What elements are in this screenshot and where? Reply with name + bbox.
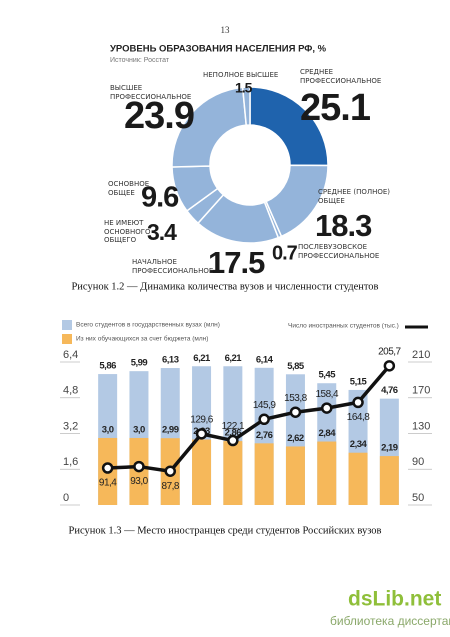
bar-value-label: 2,99 [162,425,179,436]
line-point [195,428,208,440]
slice-label: СРЕДНЕЕ ПРОФЕССИОНАЛЬНОЕ [300,68,382,85]
bar-value-label: 2,62 [287,433,304,444]
line-value-label: 164,8 [347,412,370,423]
legend-label: Число иностранных студентов (тыс.) [288,323,399,330]
slice-label: НЕПОЛНОЕ ВЫСШЕЕ [203,71,279,79]
y-tick-label: 1,6 [63,456,78,468]
line-point [133,460,145,473]
chart-subtitle: Источник: Росстат [110,57,170,64]
bar [223,441,243,505]
watermark-text: библиотека диссертаций [330,614,450,628]
slice-label: НАЧАЛЬНОЕ ПРОФЕССИОНАЛЬНОЕ [132,258,214,275]
line-point [321,402,333,414]
line-series [107,364,391,474]
bar-value-label: 5,85 [287,361,305,372]
line-value-label: 122,1 [222,421,245,432]
bar-value-label: 5,15 [350,376,368,387]
y-tick-label: 4,8 [63,385,78,397]
bar [285,446,305,505]
bar-value-label: 2,84 [319,428,337,439]
slice-value: 9.6 [141,182,179,214]
slice-label: ВЫСШЕЕ ПРОФЕССИОНАЛЬНОЕ [110,84,192,101]
line-point [352,396,364,409]
legend-swatch [62,320,72,330]
line-value-label: 153,8 [284,393,307,404]
watermark-logo: dsLib.net [348,588,441,611]
bar [254,443,274,505]
bar-value-label: 3,0 [133,424,145,435]
bar-value-label: 6,13 [162,355,179,366]
bar [348,452,368,505]
line-point [101,462,114,474]
slice-value: 23.9 [124,95,194,137]
figure-caption: Рисунок 1.2 — Динамика количества вузов … [71,281,378,292]
pie-slice [241,86,251,126]
y2-tick-label: 210 [412,349,430,361]
slice-value: 0.7 [272,242,298,264]
slice-value: 17.5 [208,245,265,280]
y2-tick-label: 130 [412,420,430,432]
line-point [164,465,176,477]
line-value-label: 205,7 [378,346,401,357]
bar [317,441,337,505]
bar-value-label: 3,0 [102,424,114,435]
bar-value-label: 2,76 [256,430,273,441]
y2-tick-label: 170 [412,385,430,397]
slice-label: СРЕДНЕЕ (ПОЛНОЕ) ОБЩЕЕ [318,188,391,205]
line-value-label: 87,8 [162,481,180,492]
slice-label: ОСНОВНОЕ ОБЩЕЕ [108,180,150,197]
y2-tick-label: 90 [412,456,424,468]
line-value-label: 93,0 [130,476,148,487]
slice-value: 3.4 [147,219,177,245]
bar-value-label: 2,34 [350,439,368,450]
y-tick-label: 3,2 [63,420,78,432]
bar [192,439,212,505]
line-value-label: 158,4 [315,389,338,400]
page-number: 13 [221,25,231,35]
line-value-label: 145,9 [253,400,276,411]
slice-label: ПОСЛЕВУЗОВСКОЕ ПРОФЕССИОНАЛЬНОЕ [298,243,380,260]
slice-value: 25.1 [300,87,371,129]
legend-swatch [62,334,72,344]
line-point [383,360,396,372]
line-point [227,434,239,447]
chart-title: УРОВЕНЬ ОБРАЗОВАНИЯ НАСЕЛЕНИЯ РФ, % [110,44,327,55]
bar-value-label: 2,19 [381,443,398,454]
slice-label: НЕ ИМЕЮТ ОСНОВНОГО ОБЩЕГО [104,219,151,244]
bar-value-label: 6,21 [193,353,211,364]
bar-value-label: 5,45 [319,370,337,381]
bar-value-label: 5,86 [99,361,116,372]
bar-value-label: 4,76 [381,385,398,396]
line-value-label: 129,6 [190,414,213,425]
y-tick-label: 6,4 [63,349,78,361]
line-point [289,406,302,418]
bar-value-label: 6,14 [256,354,274,365]
line-point [258,413,270,426]
legend-label: Из них обучающихся за счет бюджета (млн) [76,335,208,343]
y2-tick-label: 50 [412,492,424,504]
slice-value: 18.3 [315,208,372,243]
legend-label: Всего студентов в государственных вузах … [76,322,220,329]
y-tick-label: 0 [63,492,69,504]
pie-slice [249,86,329,167]
bar-value-label: 2,86 [225,428,242,439]
bar [379,456,399,505]
figure-caption: Рисунок 1.3 — Место иностранцев среди ст… [69,525,382,536]
bar-value-label: 5,99 [131,358,148,369]
bar-value-label: 6,21 [225,353,243,364]
slice-value: 1.5 [235,80,253,96]
line-value-label: 91,4 [99,478,117,489]
